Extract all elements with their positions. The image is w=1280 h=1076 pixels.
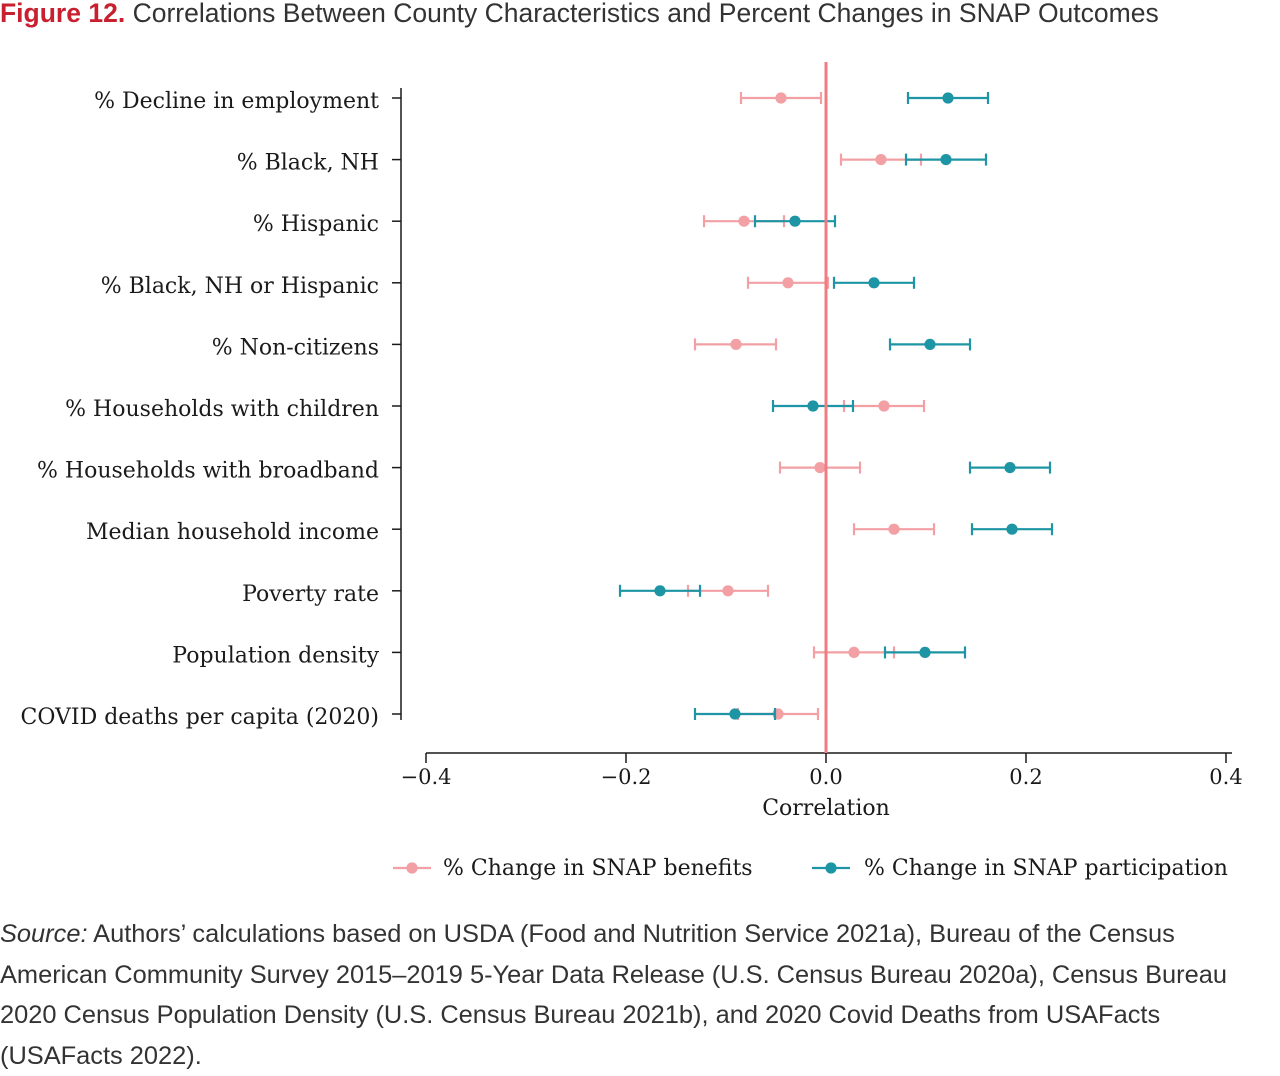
data-point — [875, 154, 887, 166]
y-tick-label: % Households with broadband — [37, 459, 379, 484]
y-tick-label: % Black, NH — [237, 151, 379, 176]
x-tick-label: 0.0 — [809, 765, 842, 789]
data-point — [1004, 462, 1016, 474]
y-tick-label: % Hispanic — [253, 212, 379, 237]
figure-title-text: Correlations Between County Characterist… — [132, 0, 1159, 28]
y-tick-label: Poverty rate — [242, 582, 379, 607]
y-tick-label: Population density — [172, 643, 379, 668]
data-point — [654, 585, 666, 597]
y-tick-label: % Households with children — [65, 397, 379, 422]
data-point — [782, 277, 794, 289]
data-point — [919, 646, 931, 659]
x-tick-label: −0.4 — [401, 765, 452, 789]
y-tick-label: % Black, NH or Hispanic — [101, 274, 379, 299]
data-point — [924, 338, 936, 350]
y-tick-label: % Non-citizens — [212, 335, 379, 360]
data-point — [729, 708, 741, 720]
y-tick-label: Median household income — [86, 520, 379, 545]
data-point — [807, 400, 819, 412]
legend-swatch-marker — [406, 862, 418, 874]
source-label: Source: — [0, 920, 88, 948]
legend-item: % Change in SNAP benefits — [393, 856, 753, 881]
data-point — [848, 646, 860, 659]
source-text: Authors’ calculations based on USDA (Foo… — [0, 920, 1227, 1070]
data-point — [878, 400, 890, 412]
data-point — [888, 523, 900, 535]
legend-item: % Change in SNAP participation — [812, 856, 1228, 881]
coefficient-chart: % Decline in employment % Black, NH % Hisp… — [21, 62, 1243, 881]
legend-label: % Change in SNAP benefits — [443, 856, 753, 881]
figure-label: Figure 12. — [0, 0, 126, 28]
data-point — [868, 277, 880, 289]
data-point — [940, 154, 952, 166]
data-point — [722, 585, 734, 597]
data-point — [789, 215, 801, 227]
data-point — [814, 462, 826, 474]
y-tick-label: COVID deaths per capita (2020) — [21, 705, 379, 730]
data-point — [1006, 523, 1018, 535]
x-tick-label: −0.2 — [601, 765, 652, 789]
series-snap-benefits — [686, 92, 936, 720]
y-tick-label: % Decline in employment — [94, 89, 379, 114]
series-snap-participation — [618, 92, 1054, 720]
data-point — [775, 92, 787, 104]
x-axis-label: Correlation — [762, 796, 890, 821]
figure-title: Figure 12. Correlations Between County C… — [0, 0, 1280, 30]
x-tick-label: 0.4 — [1209, 765, 1242, 789]
source-note: Source: Authors’ calculations based on U… — [0, 914, 1280, 1076]
data-point — [942, 92, 954, 104]
data-point — [730, 338, 742, 350]
data-point — [738, 215, 750, 227]
x-tick-label: 0.2 — [1009, 765, 1042, 789]
legend-label: % Change in SNAP participation — [864, 856, 1228, 881]
legend-swatch-marker — [825, 862, 837, 874]
